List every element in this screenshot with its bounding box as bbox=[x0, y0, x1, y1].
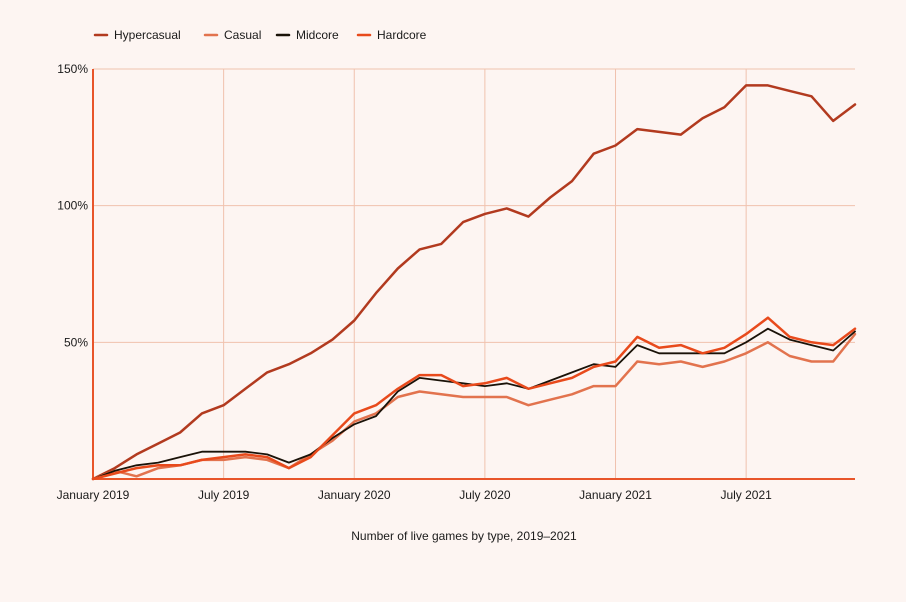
series-group bbox=[91, 84, 857, 481]
series-line-midcore bbox=[92, 327, 856, 480]
legend-label-midcore: Midcore bbox=[296, 28, 339, 42]
axes bbox=[92, 69, 855, 480]
series-line-casual bbox=[91, 332, 857, 481]
y-tick-label: 50% bbox=[64, 335, 88, 349]
y-tick-label: 150% bbox=[57, 62, 88, 76]
x-tick-label: January 2020 bbox=[318, 488, 391, 502]
legend-label-hypercasual: Hypercasual bbox=[114, 28, 181, 42]
tick-labels: 50% 100% 150% January 2019 July 2019 January … bbox=[57, 62, 773, 502]
series-line-hardcore bbox=[91, 316, 857, 481]
x-tick-label: July 2020 bbox=[459, 488, 511, 502]
x-tick-label: July 2019 bbox=[198, 488, 250, 502]
chart-caption: Number of live games by type, 2019–2021 bbox=[351, 529, 577, 543]
x-tick-label: January 2021 bbox=[579, 488, 652, 502]
legend: Hypercasual Casual Midcore Hardcore bbox=[93, 28, 427, 42]
grid bbox=[93, 68, 855, 479]
x-tick-label: July 2021 bbox=[720, 488, 772, 502]
y-tick-label: 100% bbox=[57, 199, 88, 213]
series-line-hypercasual bbox=[91, 84, 857, 481]
legend-label-hardcore: Hardcore bbox=[377, 28, 427, 42]
legend-label-casual: Casual bbox=[224, 28, 261, 42]
x-tick-label: January 2019 bbox=[57, 488, 130, 502]
